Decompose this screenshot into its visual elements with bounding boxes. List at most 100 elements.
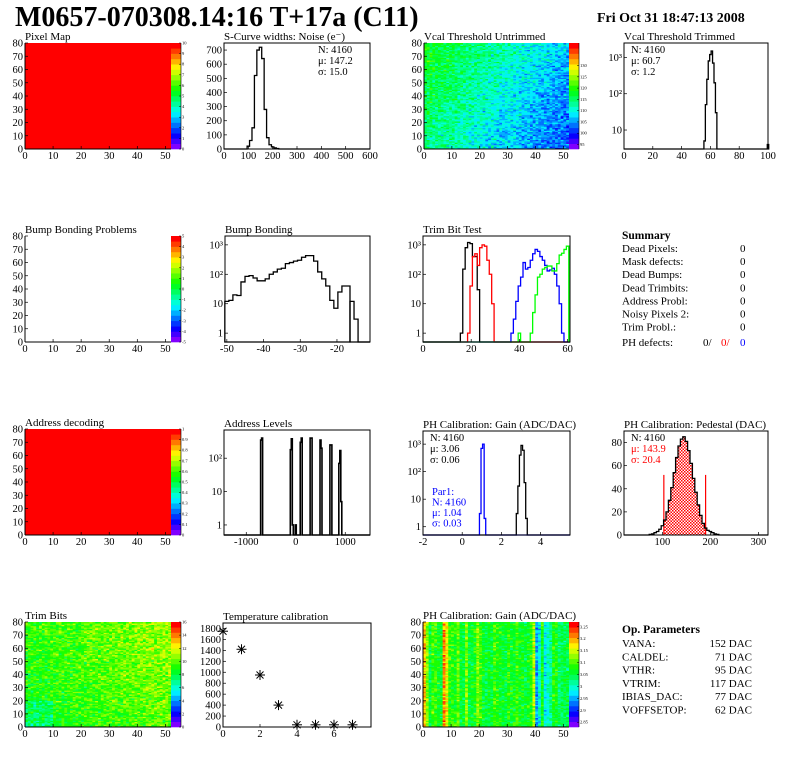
heatmap-cell bbox=[507, 146, 511, 148]
heatmap-cell bbox=[476, 127, 481, 130]
heatmap-cell bbox=[432, 101, 436, 103]
histogram-series-2 bbox=[423, 244, 570, 343]
op-parameter-label: VTRIM: bbox=[622, 678, 661, 690]
heatmap-cell bbox=[454, 110, 458, 113]
heatmap-cell bbox=[443, 84, 447, 86]
heatmap-cell bbox=[463, 82, 467, 85]
heatmap-cell bbox=[454, 49, 458, 52]
heatmap-cell bbox=[465, 76, 469, 78]
heatmap-cell bbox=[449, 85, 453, 88]
y-tick-label: 30 bbox=[13, 491, 24, 502]
heatmap-cell bbox=[479, 106, 483, 109]
ph-defects-value-2: 0/ bbox=[721, 337, 731, 349]
heatmap-cell bbox=[471, 57, 475, 60]
heatmap-cell bbox=[474, 105, 478, 107]
heatmap-cell bbox=[468, 142, 472, 145]
heatmap-cell bbox=[474, 74, 478, 77]
heatmap-cell bbox=[460, 84, 464, 86]
heatmap-cell bbox=[482, 118, 486, 121]
heatmap-cell bbox=[457, 52, 461, 54]
heatmap-cell bbox=[435, 64, 439, 66]
heatmap-cell bbox=[510, 119, 514, 122]
heatmap-cell bbox=[482, 97, 486, 99]
heatmap-cell bbox=[479, 52, 483, 54]
heatmap-cell bbox=[474, 103, 478, 106]
heatmap-cell bbox=[468, 58, 472, 61]
heatmap-cell bbox=[440, 114, 444, 117]
heatmap-cell bbox=[482, 92, 486, 94]
heatmap-cell bbox=[496, 129, 500, 131]
heatmap-cell bbox=[426, 99, 430, 102]
heatmap-cell bbox=[443, 62, 447, 65]
heatmap-cell bbox=[476, 107, 481, 110]
heatmap-cell bbox=[429, 99, 433, 102]
heatmap-cell bbox=[426, 50, 430, 53]
heatmap-cell bbox=[451, 142, 455, 145]
heatmap-cell bbox=[465, 99, 469, 102]
heatmap-cell bbox=[479, 62, 483, 65]
heatmap-cell bbox=[429, 102, 433, 105]
heatmap-fill bbox=[25, 429, 171, 535]
heatmap-cell bbox=[488, 72, 492, 74]
heatmap-cell bbox=[490, 113, 495, 115]
heatmap-cell bbox=[437, 126, 442, 129]
heatmap-cell bbox=[488, 70, 492, 73]
heatmap-cell bbox=[449, 103, 453, 106]
heatmap-cell bbox=[463, 93, 467, 95]
heatmap-cell bbox=[474, 121, 478, 123]
y-tick-label: 0 bbox=[217, 145, 222, 156]
heatmap-cell bbox=[426, 101, 430, 103]
heatmap-cell bbox=[510, 58, 514, 61]
heatmap-cell bbox=[499, 125, 503, 127]
heatmap-cell bbox=[449, 60, 453, 62]
heatmap-cell bbox=[471, 54, 475, 57]
y-tick-label: 50 bbox=[412, 78, 423, 89]
colorbar-band bbox=[171, 69, 181, 76]
heatmap-cell bbox=[504, 52, 508, 54]
heatmap-cell bbox=[476, 114, 481, 117]
heatmap-cell bbox=[476, 122, 481, 125]
heatmap-cell bbox=[446, 125, 450, 127]
heatmap-cell bbox=[468, 147, 472, 150]
heatmap-cell bbox=[454, 74, 458, 77]
heatmap-cell bbox=[490, 131, 495, 134]
heatmap-cell bbox=[437, 111, 442, 114]
heatmap-cell bbox=[435, 80, 439, 82]
heatmap-cell bbox=[474, 117, 478, 119]
heatmap-cell bbox=[463, 133, 467, 135]
heatmap-cell bbox=[496, 43, 500, 45]
plot-area bbox=[25, 622, 172, 728]
heatmap-cell bbox=[488, 115, 492, 118]
heatmap-cell bbox=[504, 131, 508, 134]
colorbar-band bbox=[569, 138, 579, 144]
heatmap-cell bbox=[460, 89, 464, 92]
heatmap-cell bbox=[457, 142, 461, 145]
stats-text: σ: 0.06 bbox=[430, 455, 460, 466]
colorbar-band bbox=[171, 85, 181, 91]
heatmap-cell bbox=[485, 101, 489, 103]
heatmap-cell bbox=[507, 58, 511, 61]
heatmap-cell bbox=[424, 82, 428, 85]
heatmap-cell bbox=[479, 102, 483, 105]
heatmap-cell bbox=[496, 122, 500, 125]
heatmap-cell bbox=[507, 77, 511, 80]
heatmap-cell bbox=[488, 131, 492, 134]
heatmap-cell bbox=[424, 70, 428, 73]
heatmap-cell bbox=[454, 131, 458, 134]
heatmap-cell bbox=[485, 82, 489, 85]
plot-title: PH Calibration: Gain (ADC/DAC) bbox=[423, 419, 576, 431]
heatmap-cell bbox=[437, 121, 442, 123]
heatmap-cell bbox=[476, 93, 481, 95]
heatmap-cell bbox=[465, 78, 469, 81]
heatmap-cell bbox=[426, 68, 430, 70]
heatmap-cell bbox=[443, 49, 447, 52]
heatmap-cell bbox=[454, 90, 458, 93]
heatmap-cell bbox=[443, 99, 447, 102]
heatmap-cell bbox=[496, 99, 500, 102]
heatmap-cell bbox=[502, 131, 506, 134]
heatmap-cell bbox=[424, 93, 428, 95]
heatmap-cell bbox=[490, 72, 495, 74]
heatmap-cell bbox=[454, 102, 458, 105]
heatmap-cell bbox=[463, 117, 467, 119]
